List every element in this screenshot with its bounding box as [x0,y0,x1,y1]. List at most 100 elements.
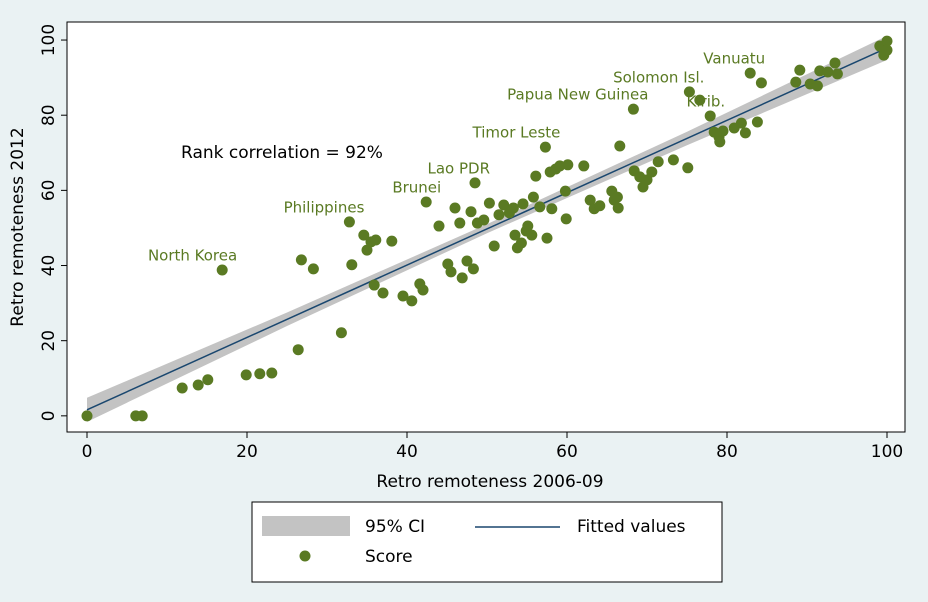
point [527,191,539,203]
point [343,216,355,228]
point [717,125,729,137]
point [682,162,694,174]
point [667,154,679,166]
point [176,382,188,394]
point [461,255,473,267]
point [449,202,461,214]
x-tick-label: 40 [396,442,418,462]
point [202,374,214,386]
x-tick-label: 80 [716,442,738,462]
point [612,202,624,214]
point [417,284,429,296]
point [594,200,606,212]
point [694,94,706,106]
point [627,103,639,115]
point [546,203,558,215]
point [829,57,841,69]
point [454,217,466,229]
point [751,116,763,128]
point [295,254,307,266]
point [216,264,228,276]
point [652,156,664,168]
point-label: Papua New Guinea [507,86,648,104]
point [704,110,716,122]
legend-label: 95% CI [365,517,425,537]
point [465,206,477,218]
point [507,202,519,214]
point [790,76,802,88]
point [254,368,266,380]
point [744,67,756,79]
point [386,235,398,247]
point [192,379,204,391]
point [517,198,529,210]
point-label: Solomon Isl. [613,68,704,86]
annotation: Rank correlation = 92% [181,143,383,163]
point [478,214,490,226]
point [445,266,457,278]
point [526,229,538,241]
point [739,127,751,139]
point [530,170,542,182]
point [136,410,148,422]
legend-swatch [299,550,311,562]
point-label: Kirib. [687,92,726,110]
point [433,220,445,232]
point-label: Vanuatu [703,50,765,68]
point [509,229,521,241]
point [831,68,843,80]
point [368,279,380,291]
legend-label: Fitted values [577,517,686,537]
point [266,367,278,379]
point [559,185,571,197]
point [498,199,510,211]
point-label: Philippines [284,198,365,216]
point [346,259,358,271]
x-axis-title: Retro remoteness 2006-09 [376,472,603,492]
point [735,117,747,129]
x-tick-label: 0 [82,442,93,462]
point-label: North Korea [148,247,237,265]
point [81,410,93,422]
x-tick-label: 60 [556,442,578,462]
point [794,64,806,76]
point [578,160,590,172]
point [483,197,495,209]
point [397,290,409,302]
point [560,213,572,225]
point [377,287,389,299]
fitted-line [86,47,888,411]
point [240,369,252,381]
y-tick-label: 40 [39,255,59,277]
point [335,327,347,339]
point-label: Brunei [392,179,441,197]
point [307,263,319,275]
point [611,191,623,203]
point [755,77,767,89]
legend [251,501,723,583]
point [469,177,481,189]
point [488,240,500,252]
y-axis-title: Retro remoteness 2012 [8,127,28,326]
point-label: Timor Leste [472,124,561,142]
point [358,229,370,241]
legend-label: Score [365,547,413,567]
point [683,86,695,98]
point [515,237,527,249]
y-tick-label: 0 [39,410,59,421]
point [714,136,726,148]
point [562,159,574,171]
point [534,201,546,213]
point [641,174,653,186]
y-tick-label: 60 [39,180,59,202]
point-label: Lao PDR [427,159,490,177]
point [292,344,304,356]
point [811,80,823,92]
point [522,220,534,232]
point [541,232,553,244]
point [456,272,468,284]
legend-swatch [262,516,350,536]
y-tick-label: 100 [39,24,59,56]
point [881,35,893,47]
